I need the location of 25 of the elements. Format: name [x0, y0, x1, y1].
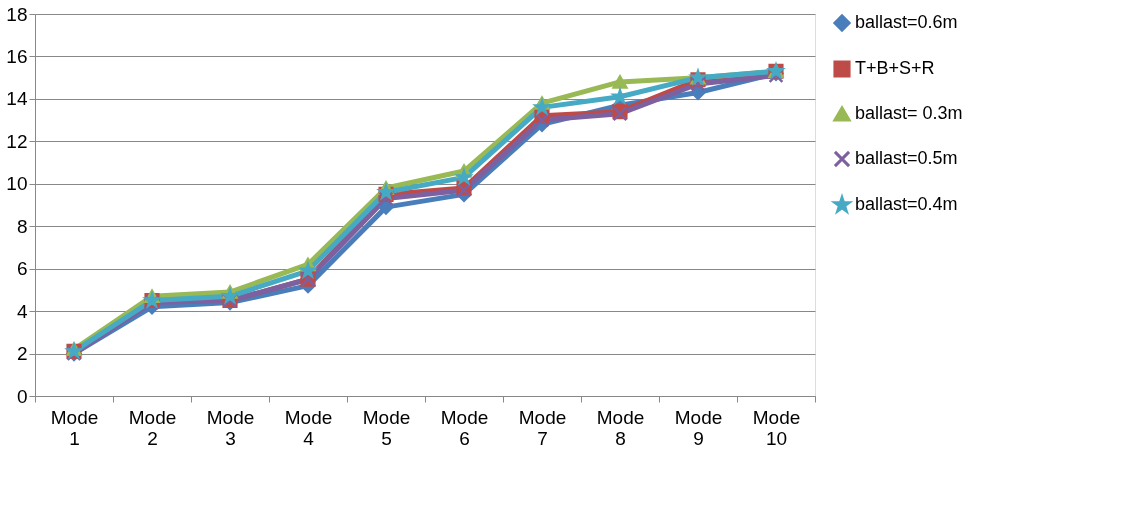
x-tick-label: Mode 2	[128, 406, 177, 449]
y-tick-label: 16	[6, 45, 28, 67]
y-tick-label: 6	[16, 258, 28, 280]
y-tick-label: 14	[6, 88, 28, 110]
y-tick-label: 2	[16, 343, 28, 365]
y-tick-label: 12	[6, 130, 28, 152]
y-tick-label: 8	[16, 215, 28, 237]
y-tick-label: 18	[6, 3, 28, 25]
legend-label: ballast= 0.3m	[855, 103, 963, 123]
x-tick-label: Mode 5	[362, 406, 411, 449]
x-tick-label: Mode 1	[50, 406, 99, 449]
legend-label: ballast=0.5m	[855, 148, 958, 168]
x-tick-label: Mode 6	[440, 406, 489, 449]
y-tick-label: 0	[16, 385, 28, 407]
x-tick-label: Mode 3	[206, 406, 255, 449]
legend-label: ballast=0.6m	[855, 12, 958, 32]
y-tick-label: 10	[6, 173, 28, 195]
legend-label: T+B+S+R	[855, 58, 935, 78]
x-tick-label: Mode 9	[674, 406, 723, 449]
x-tick-label: Mode 7	[518, 406, 567, 449]
legend-label: ballast=0.4m	[855, 194, 958, 214]
x-tick-label: Mode 10	[752, 406, 801, 449]
y-tick-label: 4	[16, 300, 28, 322]
x-tick-label: Mode 8	[596, 406, 645, 449]
x-tick-label: Mode 4	[284, 406, 333, 449]
